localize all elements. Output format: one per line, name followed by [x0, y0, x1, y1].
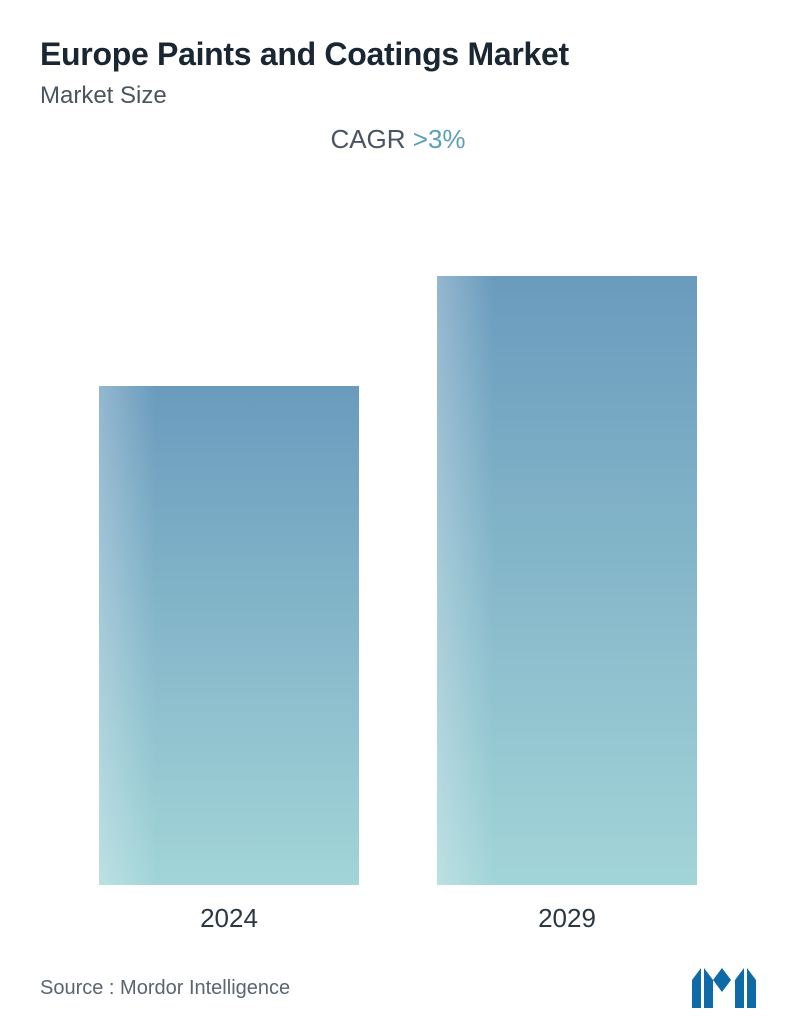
cagr-value: >3%: [413, 124, 466, 154]
cagr-line: CAGR >3%: [40, 124, 756, 155]
cagr-label: CAGR: [330, 124, 412, 154]
bar-label: 2024: [200, 903, 258, 934]
bar-shine: [437, 276, 494, 885]
bar-shine: [99, 386, 156, 885]
footer: Source : Mordor Intelligence: [40, 968, 756, 1008]
bar-area: [437, 185, 697, 885]
bar-area: [99, 185, 359, 885]
bar-2029: [437, 276, 697, 885]
source-text: Source : Mordor Intelligence: [40, 977, 290, 1000]
page-subtitle: Market Size: [40, 82, 756, 110]
bar-column: 2024: [99, 185, 359, 934]
bar-chart: 2024 2029: [40, 185, 756, 934]
bar-column: 2029: [437, 185, 697, 934]
logo-icon: [692, 968, 756, 1008]
page-title: Europe Paints and Coatings Market: [40, 34, 756, 74]
bar-2024: [99, 386, 359, 885]
bar-label: 2029: [538, 903, 596, 934]
